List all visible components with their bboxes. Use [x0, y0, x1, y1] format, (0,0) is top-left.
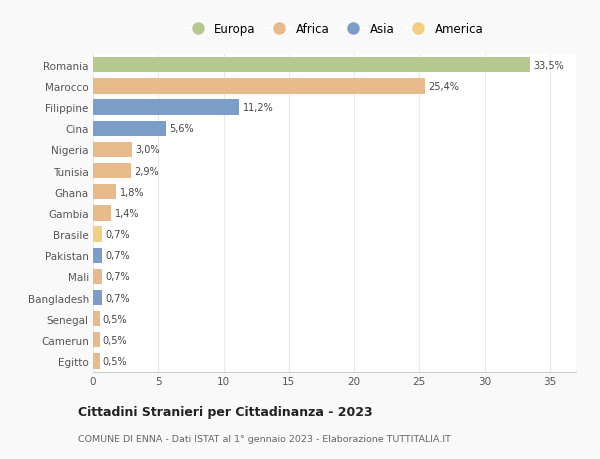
Bar	[93, 353, 100, 369]
Text: 0,7%: 0,7%	[106, 293, 130, 303]
Legend: Europa, Africa, Asia, America: Europa, Africa, Asia, America	[186, 23, 483, 36]
Text: 5,6%: 5,6%	[169, 124, 194, 134]
Text: Cittadini Stranieri per Cittadinanza - 2023: Cittadini Stranieri per Cittadinanza - 2…	[78, 405, 373, 419]
Bar	[93, 311, 100, 327]
Text: 1,4%: 1,4%	[115, 208, 139, 218]
Text: 1,8%: 1,8%	[120, 187, 144, 197]
Bar	[93, 100, 239, 116]
Text: 25,4%: 25,4%	[428, 82, 459, 92]
Bar	[93, 79, 425, 95]
Bar	[93, 332, 100, 348]
Bar	[93, 163, 131, 179]
Text: 11,2%: 11,2%	[242, 103, 273, 113]
Text: 0,7%: 0,7%	[106, 251, 130, 261]
Bar	[93, 185, 116, 200]
Bar	[93, 121, 166, 137]
Bar	[93, 290, 102, 306]
Bar	[93, 58, 530, 73]
Text: 0,7%: 0,7%	[106, 272, 130, 282]
Bar	[93, 142, 132, 158]
Text: COMUNE DI ENNA - Dati ISTAT al 1° gennaio 2023 - Elaborazione TUTTITALIA.IT: COMUNE DI ENNA - Dati ISTAT al 1° gennai…	[78, 434, 451, 442]
Bar	[93, 269, 102, 285]
Text: 33,5%: 33,5%	[533, 61, 565, 71]
Text: 0,7%: 0,7%	[106, 230, 130, 240]
Bar	[93, 248, 102, 263]
Text: 3,0%: 3,0%	[136, 145, 160, 155]
Text: 0,5%: 0,5%	[103, 314, 127, 324]
Text: 0,5%: 0,5%	[103, 335, 127, 345]
Text: 2,9%: 2,9%	[134, 166, 159, 176]
Text: 0,5%: 0,5%	[103, 356, 127, 366]
Bar	[93, 206, 111, 221]
Bar	[93, 227, 102, 242]
